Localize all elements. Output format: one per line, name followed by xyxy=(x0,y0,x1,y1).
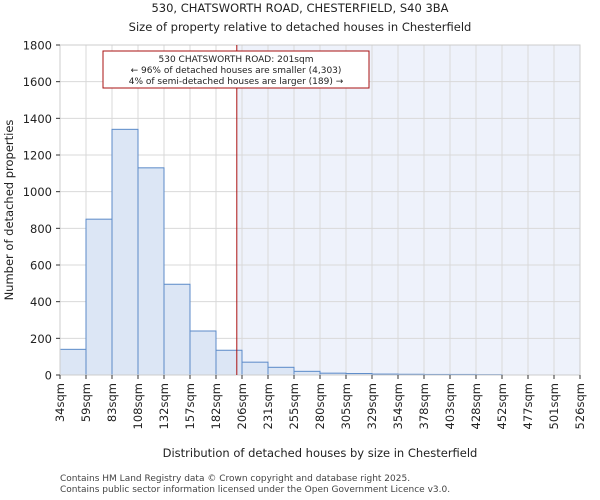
histogram-bar xyxy=(189,330,217,376)
y-tick-label: 800 xyxy=(30,222,52,236)
x-tick-label: 59sqm xyxy=(79,383,93,422)
x-tick-label: 280sqm xyxy=(313,383,327,429)
y-tick-label: 1800 xyxy=(23,39,52,53)
x-tick-label: 477sqm xyxy=(521,383,535,429)
x-tick-label: 501sqm xyxy=(547,383,561,429)
x-tick-label: 231sqm xyxy=(261,383,275,429)
x-tick-label: 34sqm xyxy=(53,383,67,422)
highlight-region xyxy=(236,45,581,375)
x-tick-label: 354sqm xyxy=(391,383,405,429)
footer-line-1: Contains HM Land Registry data © Crown c… xyxy=(60,474,411,484)
y-tick-label: 1600 xyxy=(23,75,52,89)
annotation-line-1: 530 CHATSWORTH ROAD: 201sqm xyxy=(159,55,314,65)
x-tick-label: 182sqm xyxy=(209,383,223,429)
x-tick-label: 157sqm xyxy=(183,383,197,429)
histogram-bar xyxy=(59,348,87,376)
chart-subtitle: Size of property relative to detached ho… xyxy=(129,20,472,34)
y-tick-label: 400 xyxy=(30,295,52,309)
y-tick-label: 200 xyxy=(30,332,52,346)
histogram-bar xyxy=(215,349,243,376)
x-tick-label: 305sqm xyxy=(339,383,353,429)
chart-title: 530, CHATSWORTH ROAD, CHESTERFIELD, S40 … xyxy=(151,1,448,15)
histogram-bar xyxy=(241,361,269,376)
y-tick-label: 600 xyxy=(30,259,52,273)
y-axis-label: Number of detached properties xyxy=(2,120,16,301)
histogram-bar xyxy=(137,167,165,376)
y-tick-label: 1400 xyxy=(23,112,52,126)
x-tick-label: 83sqm xyxy=(105,383,119,422)
x-tick-label: 378sqm xyxy=(417,383,431,429)
histogram-bar xyxy=(85,218,113,376)
histogram-bar xyxy=(293,370,321,376)
footer-line-2: Contains public sector information licen… xyxy=(60,485,451,495)
x-tick-label: 526sqm xyxy=(573,383,587,429)
x-tick-label: 403sqm xyxy=(443,383,457,429)
annotation-box: 530 CHATSWORTH ROAD: 201sqm ← 96% of det… xyxy=(102,50,370,89)
histogram-bar xyxy=(111,128,139,376)
annotation-line-2: ← 96% of detached houses are smaller (4,… xyxy=(131,66,342,76)
y-tick-label: 1200 xyxy=(23,149,52,163)
histogram-bar xyxy=(163,283,191,376)
annotation-line-3: 4% of semi-detached houses are larger (1… xyxy=(129,77,344,87)
histogram-bar xyxy=(267,366,295,376)
x-tick-label: 329sqm xyxy=(365,383,379,429)
y-tick-label: 1000 xyxy=(23,185,52,199)
y-tick-label: 0 xyxy=(45,369,52,383)
plot-area: 0 200 400 600 800 1000 1200 1400 1600 1800 34sqm 5… xyxy=(23,39,587,430)
x-tick-label: 132sqm xyxy=(157,383,171,429)
x-tick-label: 206sqm xyxy=(235,383,249,429)
x-tick-label: 108sqm xyxy=(131,383,145,429)
x-tick-label: 428sqm xyxy=(469,383,483,429)
x-tick-label: 452sqm xyxy=(495,383,509,429)
x-tick-label: 255sqm xyxy=(287,383,301,429)
x-axis-label: Distribution of detached houses by size … xyxy=(163,446,478,460)
